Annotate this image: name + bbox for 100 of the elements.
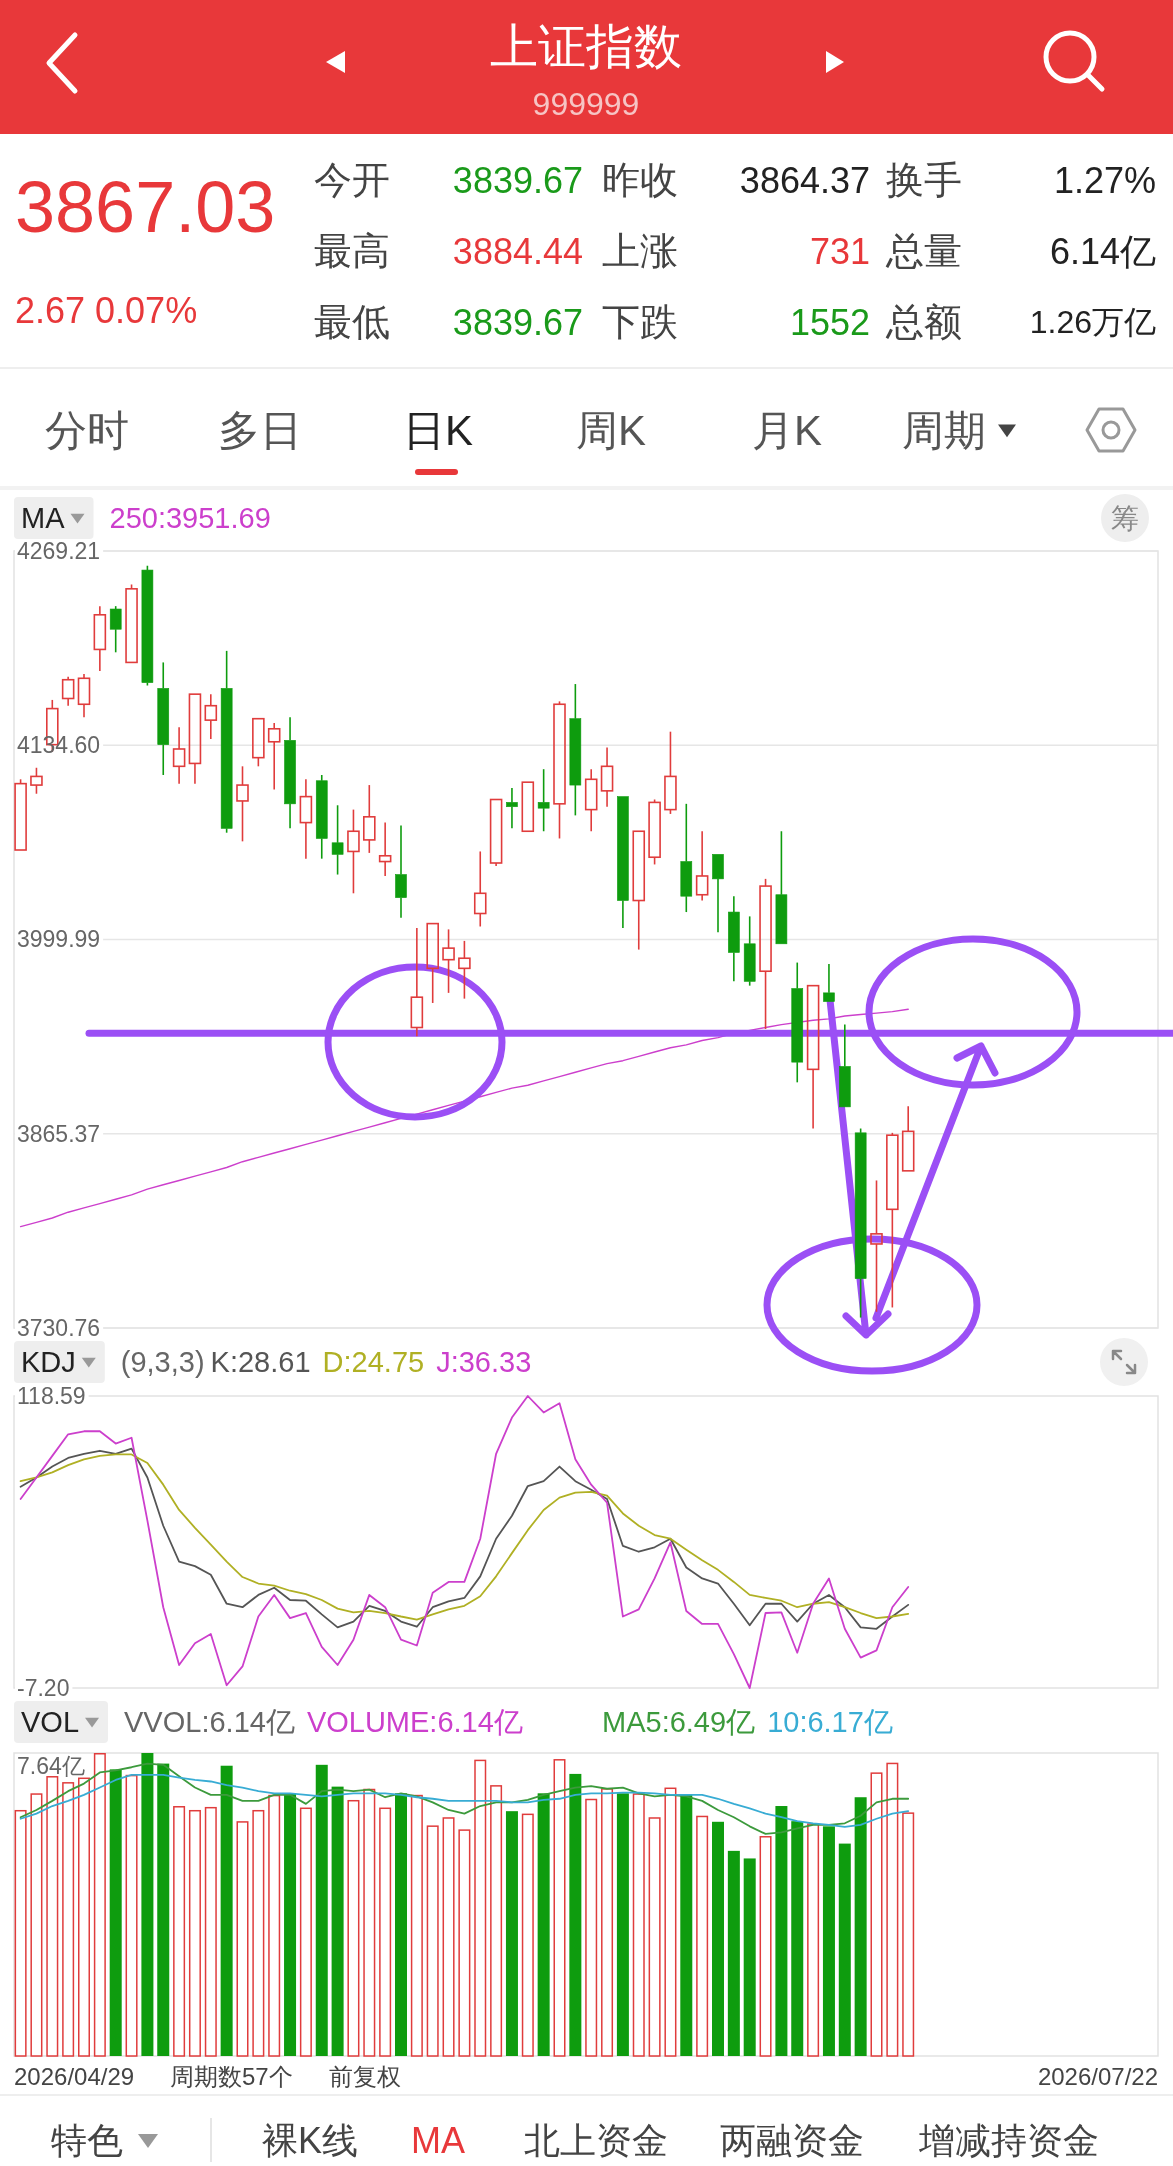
bar: [188, 1809, 201, 2057]
candlestick: [236, 765, 249, 843]
candlestick: [204, 693, 218, 740]
candlestick: [172, 726, 186, 785]
candlestick: [347, 808, 360, 895]
text: 总量: [885, 230, 962, 272]
text: 1.26万亿: [1029, 304, 1156, 340]
bar: [870, 1772, 883, 2057]
text: 周期数57个: [170, 2062, 293, 2090]
text: 北上资金: [524, 2119, 668, 2161]
text: 10:6.17亿: [767, 1706, 893, 1738]
text: 换手: [886, 159, 962, 201]
bar: [62, 1782, 75, 2057]
bar: [125, 1774, 138, 2057]
candlestick: [600, 746, 614, 808]
candlestick: [743, 915, 756, 987]
bar: [268, 1794, 281, 2057]
annotation: 7.64亿: [17, 1753, 85, 1779]
text: 3839.67: [452, 159, 583, 201]
text: 最低: [314, 301, 390, 343]
candlestick: [267, 722, 281, 791]
candlestick: [473, 850, 487, 928]
bar: [379, 1807, 392, 2057]
candlestick: [315, 774, 328, 860]
text: 6.14亿: [1049, 230, 1156, 272]
bar: [585, 1798, 598, 2057]
bar: [204, 1806, 217, 2057]
bar: [505, 1811, 518, 2056]
bar: [743, 1858, 756, 2056]
y-tick-label: -7.20: [17, 1675, 70, 1701]
candlestick: [839, 1023, 851, 1108]
candlestick: [632, 830, 646, 951]
text: 特色: [51, 2119, 123, 2161]
text: 筹: [1111, 502, 1139, 534]
text: MA: [411, 2119, 465, 2161]
legend-title: MA: [21, 502, 66, 534]
candlestick: [901, 1105, 915, 1172]
bar: [14, 1809, 27, 2057]
candlestick: [791, 961, 804, 1084]
text: 3884.44: [452, 230, 583, 272]
bar: [93, 1753, 106, 2057]
text: 总额: [885, 301, 962, 343]
text: 最高: [314, 230, 390, 272]
y-tick-label: 3730.76: [17, 1315, 101, 1341]
bar: [236, 1821, 249, 2057]
candlestick: [537, 768, 550, 833]
candlestick: [284, 716, 296, 830]
candlestick: [299, 778, 313, 860]
bar: [886, 1762, 899, 2057]
bar: [410, 1794, 423, 2057]
text: 上证指数: [490, 19, 682, 73]
text: 周K: [575, 406, 647, 454]
bar: [141, 1753, 154, 2056]
bar: [458, 1829, 471, 2057]
bar: [46, 1776, 59, 2057]
bar: [664, 1787, 677, 2057]
bar: [315, 1764, 328, 2056]
text: 分时: [45, 406, 129, 454]
candlestick: [806, 984, 820, 1130]
candlestick: [426, 922, 439, 1004]
bar: [363, 1788, 376, 2057]
text: 前复权: [329, 2062, 401, 2090]
text: 2026/07/22: [1037, 2062, 1158, 2090]
candlestick: [728, 895, 740, 983]
text: 下跌: [602, 301, 678, 343]
text: 上涨: [602, 230, 678, 272]
candlestick: [188, 693, 202, 785]
text: VOLUME:6.14亿: [306, 1706, 523, 1738]
bar: [347, 1799, 360, 2057]
candlestick: [331, 804, 344, 876]
bar: [727, 1850, 740, 2056]
text: 今开: [314, 159, 390, 201]
bar: [173, 1806, 186, 2057]
bar: [30, 1793, 43, 2057]
text: 731: [809, 230, 870, 272]
bar: [521, 1813, 534, 2057]
bar: [569, 1773, 582, 2056]
candlestick: [395, 824, 407, 919]
candlestick: [378, 821, 392, 877]
text: 2.67 0.07%: [15, 289, 198, 331]
bar: [299, 1807, 312, 2057]
text: 250:3951.69: [109, 502, 271, 534]
bar: [822, 1826, 835, 2056]
bar: [284, 1793, 297, 2056]
candlestick: [775, 830, 788, 945]
candlestick: [410, 927, 424, 1037]
candlestick: [870, 1179, 883, 1313]
text: VVOL:6.14亿: [124, 1706, 295, 1738]
text: 多日: [218, 406, 302, 454]
series-label: J:36.33: [436, 1346, 532, 1378]
legend-title: KDJ: [21, 1346, 76, 1378]
bar: [553, 1759, 566, 2057]
bar: [109, 1769, 122, 2056]
text: 两融资金: [720, 2119, 864, 2161]
text: 周期: [902, 406, 986, 454]
candlestick: [569, 683, 582, 817]
text: 2026/04/29: [14, 2062, 135, 2090]
bar: [78, 1777, 90, 2057]
bar: [648, 1817, 661, 2057]
bar: [902, 1812, 915, 2057]
